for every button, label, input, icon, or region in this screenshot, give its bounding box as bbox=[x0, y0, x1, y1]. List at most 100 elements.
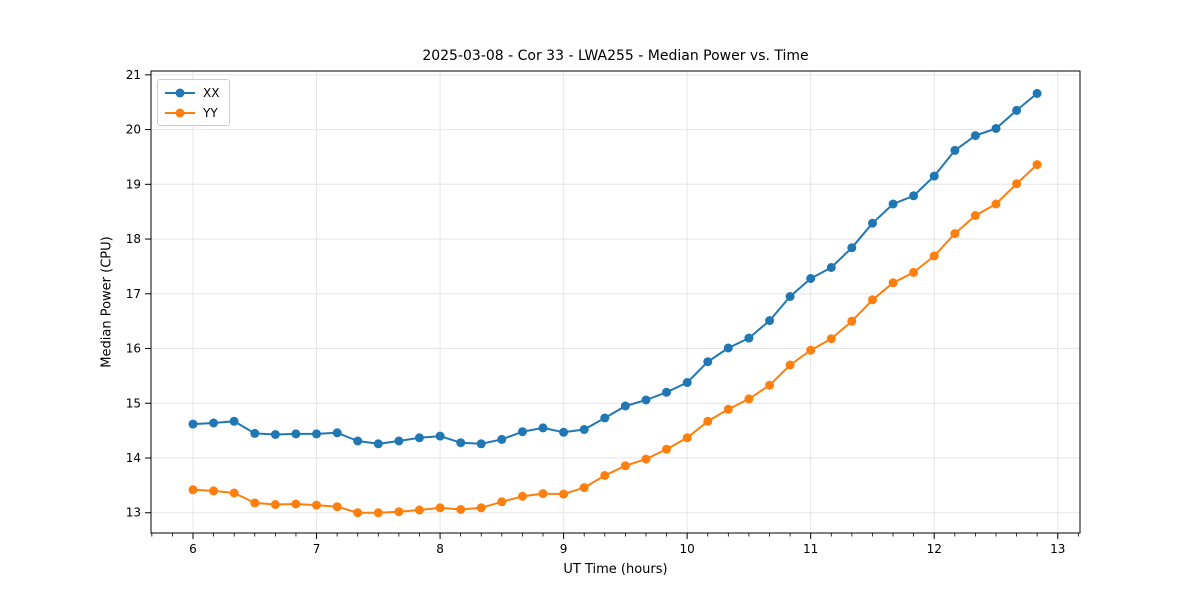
data-point-xx bbox=[538, 423, 548, 433]
data-point-xx bbox=[312, 429, 321, 439]
axes-spines bbox=[150, 70, 1081, 534]
legend-label-yy: YY bbox=[203, 105, 218, 120]
data-point-xx bbox=[744, 333, 754, 343]
series-line-xx bbox=[192, 92, 1039, 445]
data-point-yy bbox=[188, 485, 198, 495]
data-point-yy bbox=[559, 489, 569, 499]
data-point-xx bbox=[723, 343, 733, 353]
data-point-yy bbox=[497, 497, 507, 507]
data-point-yy bbox=[950, 229, 960, 239]
data-point-xx bbox=[662, 387, 671, 397]
series-xx bbox=[188, 88, 1042, 449]
data-point-xx bbox=[909, 191, 919, 201]
x-tick-label: 12 bbox=[927, 542, 942, 556]
x-axis-label: UT Time (hours) bbox=[563, 562, 668, 577]
data-point-xx bbox=[806, 274, 816, 283]
data-point-xx bbox=[188, 419, 198, 429]
data-point-yy bbox=[229, 488, 239, 498]
data-point-xx bbox=[414, 433, 424, 443]
data-point-yy bbox=[970, 211, 980, 220]
y-tick-label: 20 bbox=[126, 123, 141, 137]
y-tick-label: 14 bbox=[126, 451, 141, 465]
data-point-xx bbox=[1032, 88, 1042, 98]
data-point-yy bbox=[888, 278, 898, 288]
data-point-yy bbox=[991, 199, 1001, 209]
y-tick-label: 18 bbox=[126, 232, 141, 246]
grid-lines bbox=[151, 71, 1080, 533]
data-point-yy bbox=[847, 316, 857, 326]
data-point-xx bbox=[765, 316, 775, 326]
series-line-yy bbox=[192, 163, 1039, 514]
data-point-xx bbox=[785, 292, 795, 301]
data-point-xx bbox=[600, 413, 610, 423]
y-tick-label: 16 bbox=[126, 342, 141, 356]
data-point-yy bbox=[785, 360, 795, 370]
data-point-xx bbox=[270, 430, 280, 439]
x-tick-label: 6 bbox=[189, 542, 197, 556]
data-point-xx bbox=[1012, 105, 1022, 115]
data-point-xx bbox=[229, 416, 239, 426]
legend-marker-xx bbox=[165, 88, 195, 97]
x-tick-label: 13 bbox=[1050, 542, 1065, 556]
data-point-yy bbox=[394, 507, 404, 517]
data-point-xx bbox=[559, 427, 569, 437]
data-point-yy bbox=[703, 416, 713, 426]
data-point-xx bbox=[826, 263, 836, 272]
axis-ticks bbox=[145, 74, 1079, 539]
data-point-xx bbox=[353, 436, 363, 446]
data-point-yy bbox=[723, 404, 733, 414]
data-point-xx bbox=[332, 428, 342, 438]
data-point-yy bbox=[620, 461, 630, 471]
legend-item-yy: YY bbox=[165, 104, 219, 121]
data-point-yy bbox=[291, 499, 301, 509]
data-point-yy bbox=[806, 345, 816, 355]
x-tick-label: 9 bbox=[560, 542, 568, 556]
data-point-yy bbox=[476, 503, 486, 513]
legend-marker-yy bbox=[165, 108, 195, 117]
data-point-yy bbox=[414, 505, 424, 515]
data-point-yy bbox=[332, 502, 342, 512]
data-point-yy bbox=[909, 267, 919, 277]
data-point-xx bbox=[209, 418, 219, 428]
data-point-xx bbox=[250, 428, 260, 438]
data-point-yy bbox=[600, 471, 610, 480]
data-point-yy bbox=[765, 380, 775, 390]
x-tick-label: 11 bbox=[803, 542, 818, 556]
data-point-xx bbox=[579, 425, 589, 434]
data-point-yy bbox=[662, 444, 671, 454]
data-point-yy bbox=[456, 505, 466, 514]
legend-label-xx: XX bbox=[203, 85, 220, 100]
y-tick-label: 13 bbox=[126, 506, 141, 520]
data-point-yy bbox=[1012, 179, 1022, 189]
data-point-xx bbox=[373, 439, 383, 449]
y-tick-label: 19 bbox=[126, 177, 141, 191]
data-point-xx bbox=[394, 436, 404, 446]
data-point-xx bbox=[970, 131, 980, 141]
data-point-xx bbox=[620, 401, 630, 411]
data-point-yy bbox=[826, 334, 836, 344]
data-point-yy bbox=[744, 394, 754, 404]
data-point-yy bbox=[312, 500, 321, 510]
y-axis-label: Median Power (CPU) bbox=[99, 236, 115, 368]
data-point-yy bbox=[682, 433, 692, 443]
x-tick-label: 7 bbox=[313, 542, 321, 556]
data-point-yy bbox=[209, 486, 219, 496]
y-tick-label: 17 bbox=[126, 287, 141, 301]
data-point-yy bbox=[250, 498, 260, 508]
data-point-yy bbox=[538, 489, 548, 499]
data-point-yy bbox=[929, 251, 939, 261]
data-point-xx bbox=[847, 243, 857, 253]
data-point-yy bbox=[579, 483, 589, 493]
data-point-yy bbox=[641, 454, 651, 464]
data-point-xx bbox=[682, 378, 692, 387]
data-point-yy bbox=[373, 508, 383, 518]
data-point-xx bbox=[868, 218, 877, 228]
legend-sample-dot bbox=[175, 108, 185, 117]
data-point-yy bbox=[518, 491, 527, 501]
data-point-xx bbox=[497, 434, 507, 444]
data-point-xx bbox=[476, 439, 486, 449]
data-point-xx bbox=[291, 429, 301, 439]
data-point-xx bbox=[950, 145, 960, 155]
